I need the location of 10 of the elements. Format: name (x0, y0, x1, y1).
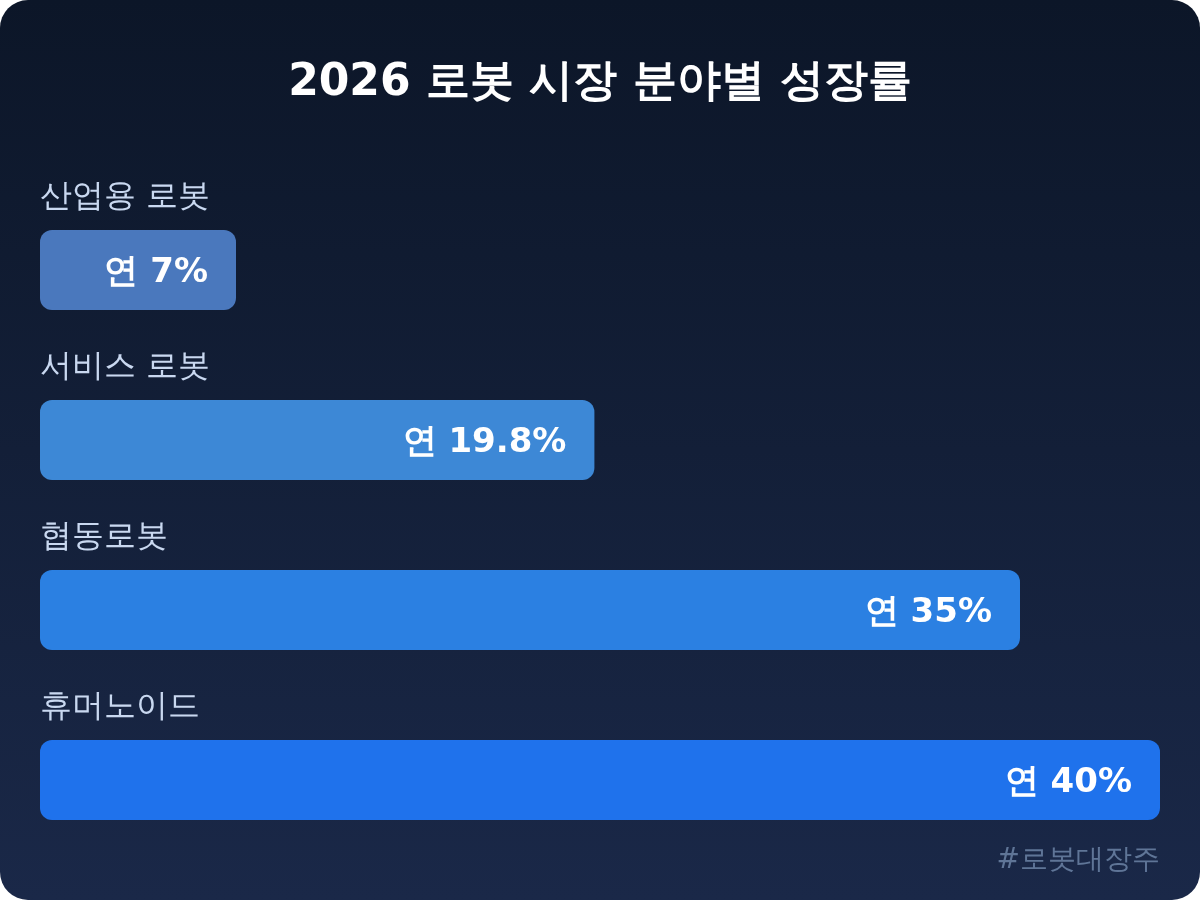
data-label: 연 35% (864, 589, 992, 630)
data-label: 연 19.8% (402, 419, 567, 460)
data-label: 연 40% (1004, 759, 1132, 800)
y-tick-label: 산업용 로봇 (40, 176, 211, 214)
y-tick-label: 협동로봇 (40, 516, 168, 554)
y-tick-label: 휴머노이드 (40, 686, 200, 724)
y-tick-label: 서비스 로봇 (40, 346, 211, 384)
text: #로봇대장주 (996, 842, 1160, 875)
chart-title: 2026 로봇 시장 분야별 성장률 (288, 54, 912, 105)
data-label: 연 7% (104, 249, 208, 290)
